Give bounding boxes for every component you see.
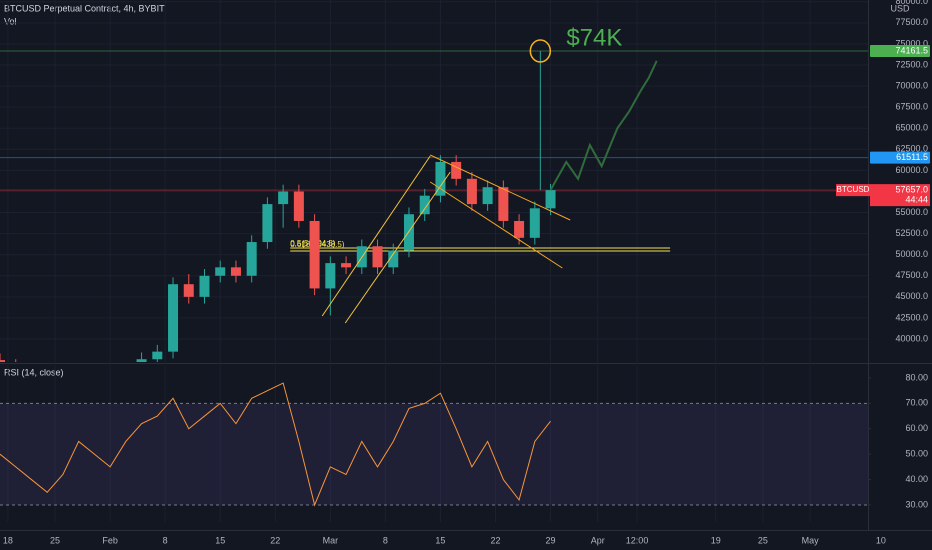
x-tick-label: Mar xyxy=(323,535,339,545)
x-tick-label: May xyxy=(802,535,820,545)
price-label-box xyxy=(870,151,930,164)
trendline xyxy=(344,171,451,324)
candle-body xyxy=(482,187,493,205)
x-tick-label: 8 xyxy=(163,535,168,545)
candle-body xyxy=(514,220,525,238)
candle-body xyxy=(435,161,446,196)
candle-body xyxy=(199,275,210,297)
candle-body xyxy=(74,388,84,400)
price-label: 74161.5 xyxy=(895,45,928,55)
y-tick-label: 52500.0 xyxy=(895,228,928,238)
y-tick-label: 77500.0 xyxy=(895,17,928,27)
rsi-line xyxy=(0,382,551,507)
candle-body xyxy=(26,381,36,394)
x-tick-label: 8 xyxy=(383,535,388,545)
candle-body xyxy=(42,394,52,402)
candle-body xyxy=(215,267,226,276)
candle-body xyxy=(183,284,194,297)
rsi-tick-label: 30.00 xyxy=(905,499,928,509)
candle-body xyxy=(152,351,163,360)
price-label: 61511.5 xyxy=(896,152,928,162)
x-tick-label: 22 xyxy=(490,535,500,545)
y-tick-label: 60000.0 xyxy=(895,165,928,175)
candle-body xyxy=(341,263,352,268)
rsi-title: RSI (14, close) xyxy=(4,367,64,377)
rsi-tick-label: 70.00 xyxy=(905,398,928,408)
y-tick-label: 75000.0 xyxy=(895,38,928,48)
y-tick-label: 40000.0 xyxy=(895,333,928,343)
candle-body xyxy=(529,208,540,238)
y-tick-label: 55000.0 xyxy=(895,207,928,217)
y-tick-label: 65000.0 xyxy=(895,123,928,133)
candle-body xyxy=(278,191,289,205)
y-tick-label: 72500.0 xyxy=(895,59,928,69)
x-tick-label: 25 xyxy=(50,535,60,545)
candle-body xyxy=(419,195,430,215)
rsi-tick-label: 50.00 xyxy=(905,449,928,459)
y-tick-label: 80000.0 xyxy=(895,0,928,6)
candle-body xyxy=(388,250,399,268)
candle-body xyxy=(325,263,336,289)
y-tick-label: 45000.0 xyxy=(895,291,928,301)
annotation: $74K xyxy=(566,24,622,51)
candle-body xyxy=(466,178,477,205)
volume-label: Vol xyxy=(4,16,17,26)
candle-body xyxy=(0,360,5,362)
x-tick-label: 25 xyxy=(758,535,768,545)
candle-body xyxy=(451,161,462,179)
current-label-box xyxy=(870,184,930,207)
x-tick-label: 15 xyxy=(435,535,445,545)
candle-body xyxy=(498,187,509,221)
candle-body xyxy=(246,242,257,276)
y-tick-label: 70000.0 xyxy=(895,80,928,90)
target-circle xyxy=(529,39,552,63)
x-tick-label: 19 xyxy=(711,535,721,545)
x-tick-label: Apr xyxy=(591,535,605,545)
candle-body xyxy=(121,377,131,394)
candle-body xyxy=(372,246,383,268)
rsi-tick-label: 40.00 xyxy=(905,474,928,484)
x-tick-label: Feb xyxy=(102,535,118,545)
candle-body xyxy=(58,400,68,403)
candle-body xyxy=(168,284,179,352)
candle-body xyxy=(230,267,241,276)
y-tick-label: 67500.0 xyxy=(895,102,928,112)
rsi-tick-label: 60.00 xyxy=(905,423,928,433)
rsi-pane xyxy=(0,365,868,522)
x-tick-label: 10 xyxy=(876,535,886,545)
candle-body xyxy=(136,359,147,362)
trendline xyxy=(429,181,563,269)
rsi-tick-label: 80.00 xyxy=(905,372,928,382)
projection-line xyxy=(549,60,658,191)
countdown-label: 44:44 xyxy=(905,195,928,205)
candle-body xyxy=(293,191,304,221)
trendline xyxy=(321,155,431,317)
candle-body xyxy=(545,190,556,209)
price-label-box xyxy=(870,44,930,57)
x-tick-label: 18 xyxy=(3,535,13,545)
currency-label: USD xyxy=(890,3,910,13)
y-tick-label: 47500.0 xyxy=(895,270,928,280)
x-tick-label: 22 xyxy=(270,535,280,545)
candle-body xyxy=(309,220,320,289)
chart-title: BTCUSD Perpetual Contract, 4h, BYBIT xyxy=(4,3,165,13)
x-tick-label: 12:00 xyxy=(626,535,649,545)
symbol-label-box xyxy=(836,184,870,197)
candle-body xyxy=(89,387,99,388)
x-tick-label: 15 xyxy=(215,535,225,545)
y-tick-label: 50000.0 xyxy=(895,249,928,259)
current-price-label: 57657.0 xyxy=(895,185,928,195)
candle-body xyxy=(403,214,414,251)
x-tick-label: 29 xyxy=(546,535,556,545)
trendline xyxy=(430,154,571,221)
y-tick-label: 62500.0 xyxy=(895,144,928,154)
y-tick-label: 42500.0 xyxy=(895,312,928,322)
symbol-label: BTCUSD xyxy=(837,185,870,194)
candle-body xyxy=(262,204,273,243)
main-pane: 0.5(50794.5)0.618(50438.5)$74K xyxy=(0,0,868,403)
rsi-band xyxy=(0,403,868,505)
